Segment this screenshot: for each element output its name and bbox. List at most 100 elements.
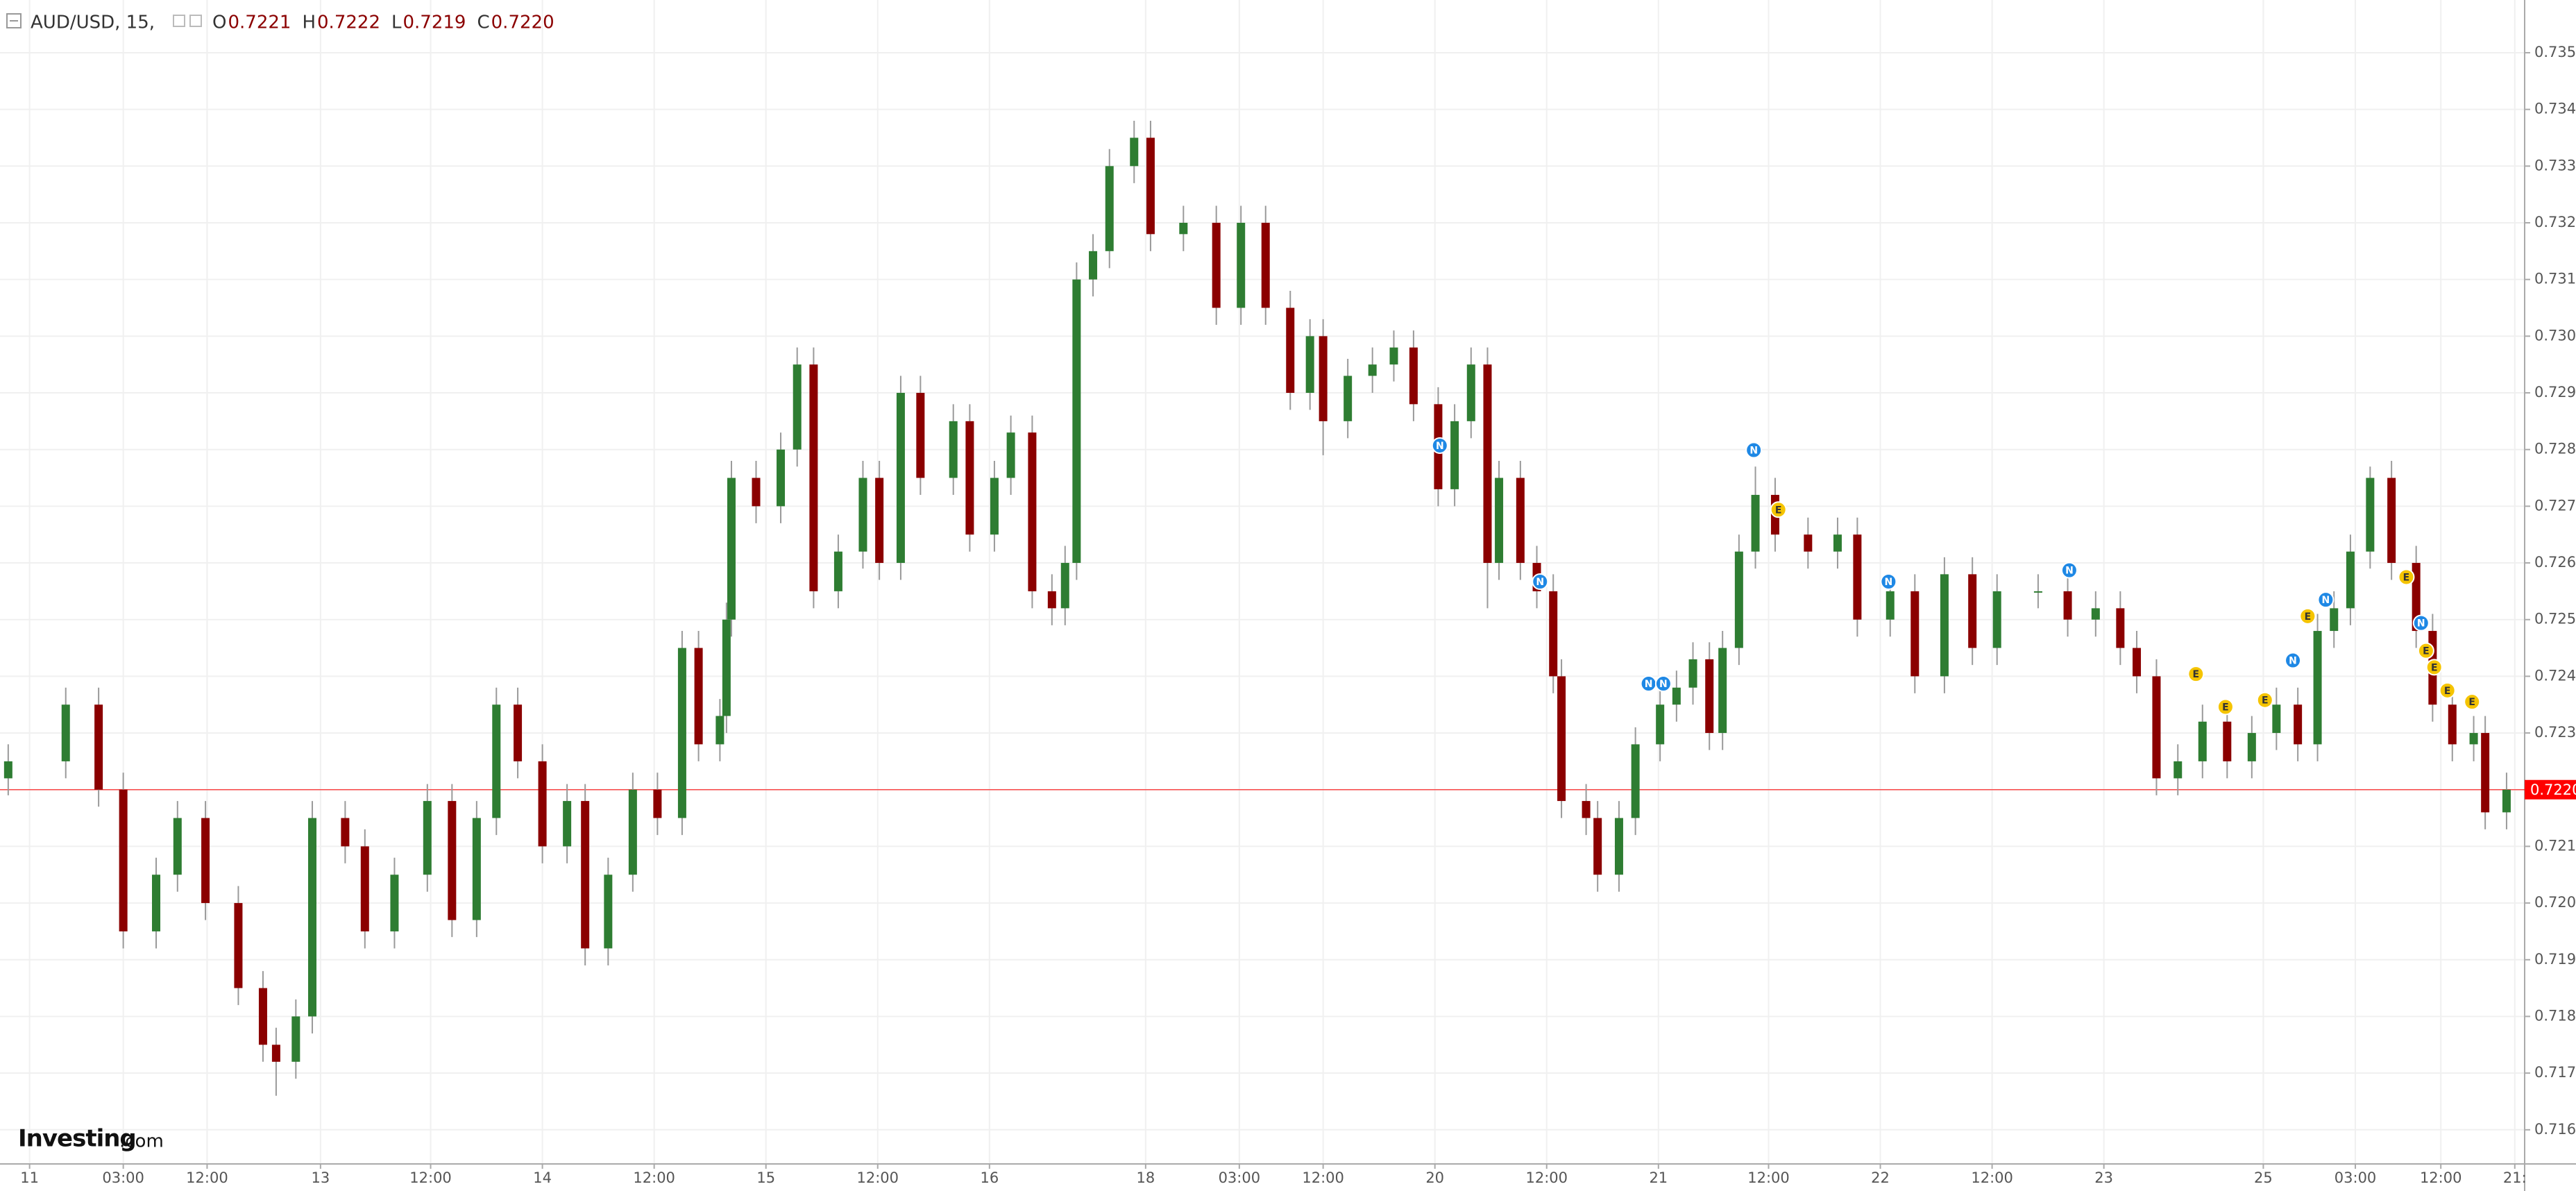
- event-marker[interactable]: E: [2464, 693, 2481, 711]
- event-marker[interactable]: E: [2417, 642, 2434, 659]
- event-marker[interactable]: E: [1770, 501, 1787, 518]
- candle-body: [2133, 648, 2142, 677]
- x-tick-label: 21: [1649, 1169, 1668, 1186]
- event-marker[interactable]: E: [2425, 659, 2443, 676]
- candle-body: [2091, 608, 2100, 620]
- x-tick-label: 11: [20, 1169, 39, 1186]
- event-dot: [1431, 437, 1448, 454]
- event-dot: [1654, 675, 1672, 693]
- event-label: E: [2193, 669, 2200, 680]
- x-tick-label: 12:00: [1971, 1169, 2013, 1186]
- event-marker[interactable]: N: [2317, 591, 2334, 609]
- event-marker[interactable]: E: [2256, 691, 2273, 709]
- candle-body: [308, 818, 317, 1017]
- collapse-icon[interactable]: [6, 13, 22, 28]
- event-dot: [2425, 659, 2443, 676]
- candle-body: [722, 619, 731, 716]
- candle-body: [1089, 251, 1098, 280]
- candle-body: [628, 789, 637, 875]
- candle-body: [1968, 574, 1977, 648]
- candle-body: [2174, 761, 2183, 779]
- header-icon[interactable]: [189, 15, 202, 27]
- x-tick-label: 22: [1871, 1169, 1890, 1186]
- event-marker[interactable]: E: [2187, 666, 2205, 683]
- candle-body: [1495, 478, 1504, 564]
- event-marker[interactable]: E: [2299, 607, 2316, 625]
- x-tick-label: 12:00: [186, 1169, 228, 1186]
- candle-body: [234, 903, 243, 988]
- candle-body: [2502, 789, 2511, 813]
- candle-body: [1047, 591, 1056, 609]
- event-marker[interactable]: N: [1654, 675, 1672, 693]
- header-icon[interactable]: [173, 15, 185, 27]
- x-tick-label: 03:00: [2334, 1169, 2377, 1186]
- candle-body: [1804, 534, 1813, 552]
- event-dot: [1532, 573, 1549, 590]
- logo-brand: Investing: [18, 1125, 136, 1153]
- event-dot: [2417, 642, 2434, 659]
- event-marker[interactable]: N: [2412, 614, 2430, 632]
- event-dot: [1880, 573, 1897, 590]
- event-marker[interactable]: E: [2439, 682, 2456, 699]
- event-dot: [2317, 591, 2334, 609]
- event-dot: [2217, 698, 2234, 716]
- ohlc-value: 0.7219: [403, 12, 466, 33]
- candle-body: [360, 846, 369, 931]
- candle-body: [2313, 631, 2322, 745]
- candle-body: [1483, 364, 1492, 564]
- candle-body: [2247, 733, 2256, 761]
- candle-body: [2063, 591, 2072, 620]
- candle-body: [1368, 364, 1377, 376]
- event-marker[interactable]: N: [2060, 561, 2078, 579]
- candle-body: [2198, 721, 2207, 761]
- event-dot: [2187, 666, 2205, 683]
- event-label: E: [2403, 572, 2410, 583]
- candle-body: [858, 478, 867, 552]
- event-marker[interactable]: N: [1640, 675, 1657, 693]
- candle-body: [1237, 222, 1246, 308]
- candle-body: [1751, 495, 1760, 552]
- candle-body: [990, 478, 999, 535]
- candle-body: [1060, 563, 1069, 609]
- candle-body: [1614, 818, 1623, 875]
- candle-body: [2448, 704, 2457, 745]
- candle-body: [694, 648, 703, 745]
- candle-body: [201, 818, 210, 904]
- event-marker[interactable]: N: [1431, 437, 1448, 454]
- event-dot: [2439, 682, 2456, 699]
- event-marker[interactable]: N: [1745, 441, 1763, 459]
- candle-body: [1631, 744, 1640, 818]
- ohlc-key: O: [212, 12, 226, 33]
- x-tick-label: 12:00: [633, 1169, 675, 1186]
- candle-body: [1516, 478, 1525, 564]
- candle-body: [61, 704, 70, 761]
- candle-body: [492, 704, 501, 818]
- candle-body: [1940, 574, 1949, 677]
- candle-body: [777, 449, 786, 507]
- event-label: E: [2431, 662, 2438, 673]
- logo: Investing .com: [18, 1125, 164, 1153]
- x-tick-label: 16: [980, 1169, 999, 1186]
- event-label: N: [2065, 566, 2074, 577]
- candle-body: [1992, 591, 2001, 648]
- event-marker[interactable]: E: [2398, 568, 2415, 586]
- candle-body: [2481, 733, 2490, 813]
- ohlc-value: 0.7221: [228, 12, 291, 33]
- candle-body: [2152, 676, 2161, 779]
- x-tick-label: 12:00: [2420, 1169, 2462, 1186]
- x-tick-label: 14: [533, 1169, 552, 1186]
- event-marker[interactable]: N: [1532, 573, 1549, 590]
- candle-body: [1028, 432, 1037, 591]
- candle-body: [1886, 591, 1895, 620]
- event-marker[interactable]: E: [2217, 698, 2234, 716]
- event-label: N: [2417, 618, 2425, 630]
- x-tick-label: 18: [1136, 1169, 1155, 1186]
- candle-body: [271, 1045, 280, 1062]
- event-marker[interactable]: N: [2285, 652, 2302, 669]
- event-marker[interactable]: N: [1880, 573, 1897, 590]
- event-label: N: [1885, 577, 1893, 588]
- candle-body: [291, 1016, 300, 1062]
- event-label: E: [2222, 702, 2229, 713]
